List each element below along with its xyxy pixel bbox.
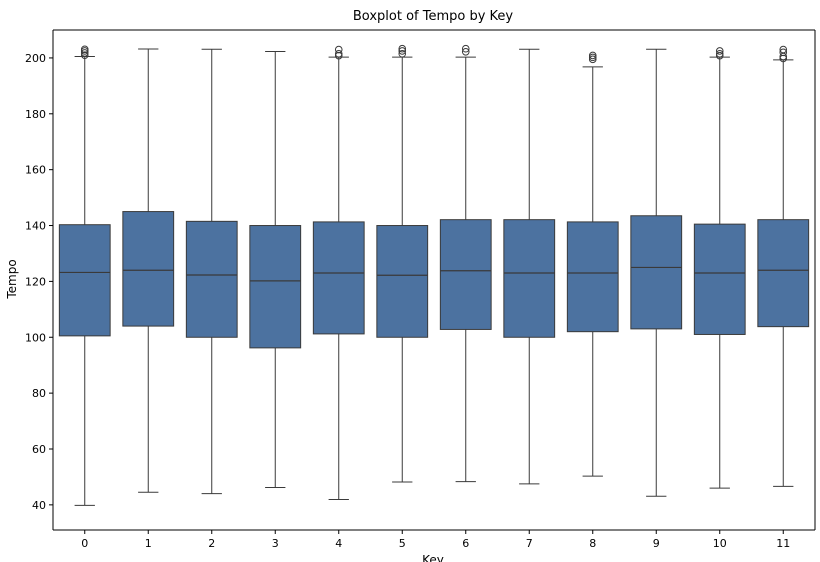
outlier-5-0: [398, 49, 407, 58]
x-tick-label-0: 0: [81, 537, 88, 550]
outlier-8-2: [588, 51, 597, 60]
y-tick-label-140: 140: [25, 220, 46, 233]
outlier-0-0: [80, 51, 89, 59]
outlier-0-3: [80, 45, 89, 54]
y-tick-label-80: 80: [32, 387, 46, 400]
x-tick-label-8: 8: [589, 537, 596, 550]
box-10: [693, 223, 746, 335]
outlier-5-1: [398, 47, 407, 55]
y-tick-label-200: 200: [25, 52, 46, 65]
y-tick-label-120: 120: [25, 275, 46, 288]
outlier-11-3: [779, 45, 788, 54]
box-2: [185, 220, 238, 338]
box-5: [376, 225, 429, 338]
plot-area: 40 60 80 100 120 140 160 180 200 0 1 2 3 4 5 6 7 8 9 10 11: [25, 29, 816, 550]
x-tick-label-11: 11: [776, 537, 790, 550]
x-tick-label-4: 4: [335, 537, 342, 550]
box-3: [249, 225, 302, 349]
y-tick-label-100: 100: [25, 331, 46, 344]
chart-title: Boxplot of Tempo by Key: [353, 9, 514, 24]
y-tick-label-160: 160: [25, 164, 46, 177]
box-7: [503, 219, 556, 338]
outlier-6-1: [461, 44, 470, 53]
x-tick-label-6: 6: [462, 537, 469, 550]
x-tick-label-10: 10: [713, 537, 727, 550]
outlier-10-0: [715, 51, 724, 60]
x-tick-label-3: 3: [272, 537, 279, 550]
outlier-8-1: [588, 53, 597, 62]
outlier-5-2: [398, 44, 407, 53]
box-9: [630, 215, 683, 330]
outlier-4-1: [334, 49, 343, 58]
box-6: [439, 219, 492, 330]
outlier-10-1: [715, 49, 724, 58]
box-0: [58, 224, 111, 337]
outlier-10-2: [715, 47, 724, 55]
y-axis-label: Tempo: [5, 259, 19, 299]
outlier-6-0: [461, 47, 470, 56]
x-tick-label-1: 1: [145, 537, 152, 550]
outlier-8-0: [588, 55, 597, 64]
box-4: [312, 221, 365, 335]
box-8: [566, 221, 619, 333]
outlier-4-2: [334, 45, 343, 54]
y-tick-label-40: 40: [32, 499, 46, 512]
box-1: [122, 211, 175, 327]
outlier-11-2: [779, 48, 788, 57]
x-tick-label-7: 7: [526, 537, 533, 550]
x-tick-label-5: 5: [399, 537, 406, 550]
x-axis-label: Key: [422, 553, 444, 562]
y-tick-label-180: 180: [25, 108, 46, 121]
y-tick-label-60: 60: [32, 443, 46, 456]
outlier-0-1: [80, 49, 89, 57]
x-tick-label-9: 9: [653, 537, 660, 550]
x-tick-label-2: 2: [208, 537, 215, 550]
box-11: [757, 219, 810, 328]
